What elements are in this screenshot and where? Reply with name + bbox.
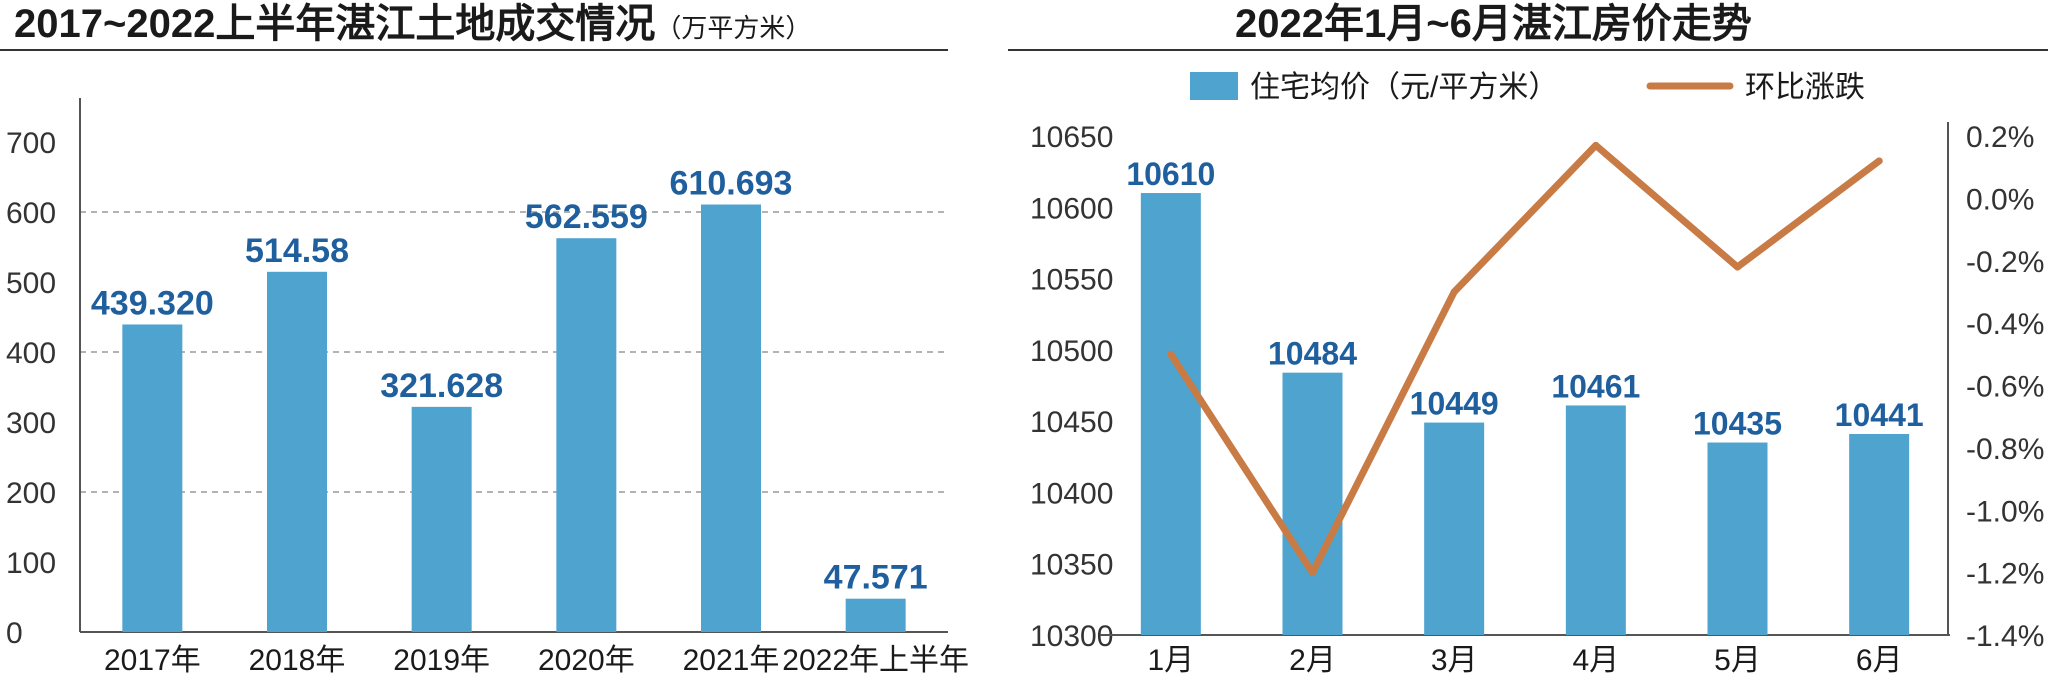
bar-value-label: 10449 (1410, 386, 1499, 422)
y-right-tick-label: -1.2% (1966, 558, 2044, 591)
bar (1424, 422, 1485, 635)
y-tick-label: 0 (6, 617, 23, 650)
left-title-unit: （万平方米） (655, 13, 812, 43)
legend-swatch-bar (1190, 72, 1238, 100)
bar (1140, 193, 1201, 635)
x-category-label: 1月 (1147, 644, 1194, 677)
y-right-tick-label: 0.0% (1966, 183, 2034, 216)
bar (1707, 442, 1768, 635)
y-left-tick-label: 10300 (1030, 620, 1113, 653)
bar-value-label: 10441 (1835, 397, 1924, 433)
change-rate-point (1875, 157, 1883, 165)
bar (411, 406, 472, 632)
x-category-label: 2019年 (393, 644, 490, 677)
change-rate-point (1450, 288, 1458, 296)
y-right-tick-label: -0.4% (1966, 308, 2044, 341)
right-title-rule (1008, 49, 2048, 51)
change-rate-point (1309, 569, 1316, 577)
y-tick-label: 600 (6, 197, 56, 230)
right-chart-title: 2022年1月~6月湛江房价走势 (1235, 2, 1752, 46)
y-right-tick-label: 0.2% (1966, 121, 2034, 154)
y-tick-label: 400 (6, 337, 56, 370)
bar (845, 598, 906, 632)
bar-value-label: 610.693 (670, 165, 793, 203)
y-tick-label: 300 (6, 407, 56, 440)
y-right-tick-label: -0.6% (1966, 371, 2044, 404)
bar-value-label: 321.628 (380, 367, 503, 405)
bar-value-label: 439.320 (91, 284, 214, 322)
y-left-tick-label: 10550 (1030, 264, 1113, 297)
bar-value-label: 10484 (1268, 336, 1357, 372)
y-right-tick-label: -1.0% (1966, 495, 2044, 528)
left-title-main: 2017~2022上半年湛江土地成交情况 (14, 2, 656, 46)
bar (1282, 372, 1343, 635)
y-tick-label: 200 (6, 477, 56, 510)
y-tick-label: 700 (6, 127, 56, 160)
bar-value-label: 562.559 (525, 198, 648, 236)
bar (122, 324, 183, 632)
bar-value-label: 10610 (1126, 156, 1215, 192)
change-rate-point (1592, 141, 1600, 149)
bar-value-label: 47.571 (824, 559, 928, 597)
x-category-label: 2021年 (683, 644, 780, 677)
x-category-label: 2022年上半年 (782, 644, 969, 677)
y-left-tick-label: 10650 (1030, 121, 1113, 154)
change-rate-line (1167, 141, 1883, 577)
y-left-tick-label: 10450 (1030, 406, 1113, 439)
x-category-label: 4月 (1572, 644, 1619, 677)
bar-value-label: 10435 (1693, 406, 1782, 442)
bar (267, 271, 327, 632)
x-category-label: 3月 (1431, 644, 1478, 677)
y-right-tick-label: -0.2% (1966, 246, 2044, 279)
y-right-tick-label: -1.4% (1966, 620, 2044, 653)
y-left-tick-label: 10400 (1030, 477, 1113, 510)
x-category-label: 2月 (1289, 644, 1336, 677)
bar (1565, 405, 1626, 635)
legend-label-line: 环比涨跌 (1745, 71, 1865, 104)
bar-value-label: 10461 (1551, 368, 1640, 404)
land-transaction-bar-chart: 0 100 200 300 400 500 600 700 439.320 2017年 514.58… (6, 98, 969, 677)
bar-value-label: 514.58 (245, 232, 349, 270)
bar (556, 238, 617, 633)
y-left-tick-label: 10600 (1030, 192, 1113, 225)
house-price-trend-chart: 住宅均价（元/平方米） 环比涨跌 10300 10350 10400 10450 10500… (1030, 71, 2044, 677)
x-category-label: 5月 (1714, 644, 1761, 677)
bar (1849, 433, 1910, 635)
x-category-label: 6月 (1856, 644, 1903, 677)
y-tick-label: 500 (6, 267, 56, 300)
y-tick-label: 100 (6, 547, 56, 580)
change-rate-point (1734, 263, 1741, 271)
x-category-label: 2018年 (249, 644, 346, 677)
y-left-tick-label: 10350 (1030, 549, 1113, 582)
y-left-tick-label: 10500 (1030, 335, 1113, 368)
x-category-label: 2020年 (538, 644, 635, 677)
x-category-label: 2017年 (104, 644, 201, 677)
change-rate-point (1167, 350, 1175, 358)
left-title-rule (0, 49, 948, 51)
left-chart-title: 2017~2022上半年湛江土地成交情况（万平方米） (14, 0, 811, 48)
bar (701, 204, 761, 632)
y-right-tick-label: -0.8% (1966, 433, 2044, 466)
legend-label-bar: 住宅均价（元/平方米） (1250, 71, 1558, 104)
